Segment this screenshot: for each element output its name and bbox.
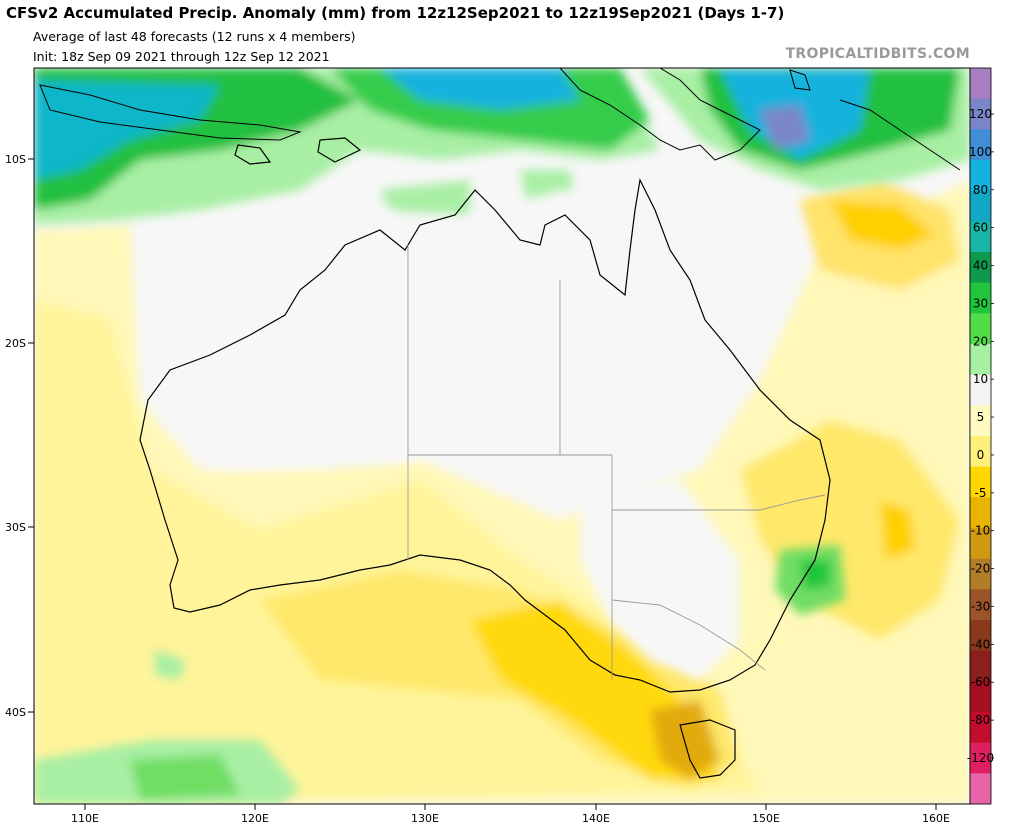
colorbar-label: -60: [971, 675, 991, 689]
lon-label-140e: 140E: [582, 812, 610, 825]
map-subtitle: Average of last 48 forecasts (12 runs x …: [33, 29, 356, 44]
lon-label-150e: 150E: [752, 812, 780, 825]
colorbar-label: 20: [973, 334, 988, 348]
colorbar-swatch: [970, 405, 991, 437]
colorbar-label: 30: [973, 296, 988, 310]
state-borders: [407, 245, 826, 680]
map-title: CFSv2 Accumulated Precip. Anomaly (mm) f…: [6, 4, 785, 22]
colorbar-label: -30: [971, 599, 991, 613]
colorbar-swatch: [970, 129, 991, 161]
colorbar-label: 10: [973, 372, 988, 386]
colorbar-swatch: [970, 650, 991, 682]
colorbar: 120 100 80 60 40 30 20 10 5 0 -5 -10 -20 -30 -40 -60 -80…: [967, 67, 994, 805]
lat-label-30s: 30S: [5, 521, 26, 534]
lat-label-40s: 40S: [5, 706, 26, 719]
coastline: [139, 137, 831, 779]
colorbar-label: -80: [971, 713, 991, 727]
colorbar-label: -10: [971, 524, 991, 538]
colorbar-label: -5: [975, 486, 987, 500]
colorbar-swatch: [970, 374, 991, 406]
colorbar-swatch: [970, 98, 991, 130]
colorbar-label: -20: [971, 562, 991, 576]
colorbar-swatch: [970, 620, 991, 652]
colorbar-frame: [969, 67, 992, 805]
colorbar-label: 40: [973, 259, 988, 273]
colorbar-swatch: [970, 742, 991, 774]
brand-watermark: TROPICALTIDBITS.COM: [785, 46, 970, 62]
colorbar-label: -40: [971, 637, 991, 651]
anomaly-field: [34, 68, 970, 804]
lon-label-160e: 160E: [922, 812, 950, 825]
coastline-islands: [39, 68, 961, 171]
colorbar-label: 0: [977, 448, 985, 462]
colorbar-swatch: [970, 681, 991, 713]
colorbar-swatch: [970, 344, 991, 376]
init-text: Init: 18z Sep 09 2021 through 12z Sep 12…: [33, 49, 330, 64]
colorbar-swatch: [970, 773, 991, 805]
colorbar-swatch: [970, 282, 991, 314]
colorbar-swatch: [970, 190, 991, 222]
colorbar-label: 120: [969, 107, 992, 121]
colorbar-label: 100: [969, 145, 992, 159]
colorbar-swatch: [970, 466, 991, 498]
colorbar-label: -120: [967, 751, 994, 765]
lon-label-120e: 120E: [241, 812, 269, 825]
colorbar-swatch: [970, 68, 991, 100]
colorbar-swatch: [970, 528, 991, 560]
colorbar-swatch: [970, 712, 991, 744]
colorbar-swatch: [970, 558, 991, 590]
colorbar-swatch: [970, 436, 991, 468]
colorbar-label: 60: [973, 221, 988, 235]
colorbar-label: 80: [973, 183, 988, 197]
lat-label-20s: 20S: [5, 337, 26, 350]
colorbar-swatch: [970, 160, 991, 192]
axis-ticks: [28, 158, 937, 810]
lon-label-130e: 130E: [411, 812, 439, 825]
colorbar-swatch: [970, 221, 991, 253]
colorbar-swatch: [970, 589, 991, 621]
colorbar-label: 5: [977, 410, 985, 424]
colorbar-swatch: [970, 313, 991, 345]
lat-label-10s: 10S: [5, 153, 26, 166]
lon-label-110e: 110E: [71, 812, 99, 825]
colorbar-swatch: [970, 252, 991, 284]
colorbar-swatch: [970, 497, 991, 529]
